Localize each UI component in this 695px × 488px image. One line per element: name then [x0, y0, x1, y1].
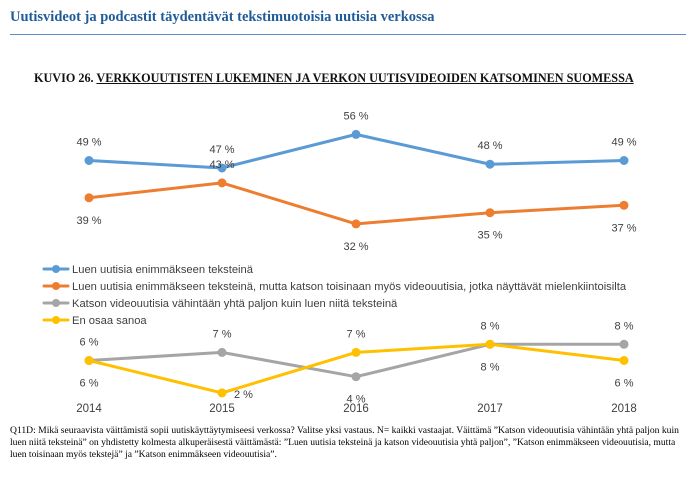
legend-label-1: Luen uutisia enimmäkseen teksteinä	[72, 264, 254, 276]
data-point-s2-2018	[619, 200, 629, 210]
data-label-s3-2015: 7 %	[213, 328, 232, 340]
figure-label: KUVIO 26.	[34, 71, 94, 85]
header-divider	[10, 34, 686, 35]
data-label-s2-2015: 43 %	[209, 159, 234, 171]
data-label-s2-2014: 39 %	[76, 215, 101, 227]
section-header: Uutisvideot ja podcastit täydentävät tek…	[10, 9, 435, 25]
line-chart: 49 % 47 % 56 % 48 % 49 % 39 % 43 % 32 % 35 % 37 %…	[42, 110, 637, 415]
legend-dot-3	[52, 299, 60, 307]
series-line-1	[87, 132, 626, 170]
data-label-s4-2015: 2 %	[234, 389, 253, 401]
data-label-s2-2017: 35 %	[477, 230, 502, 242]
data-point-s3-2018	[619, 339, 629, 349]
data-point-s3-2015	[217, 347, 227, 357]
data-label-s4-2018: 6 %	[615, 378, 634, 390]
data-label-s2-2016: 32 %	[343, 241, 368, 253]
x-tick-label-2018: 2018	[611, 403, 637, 415]
data-label-s3-2017: 8 %	[481, 320, 500, 332]
data-point-s4-2017	[485, 339, 495, 349]
x-tick-label-2014: 2014	[76, 403, 102, 415]
legend-label-4: En osaa sanoa	[72, 315, 147, 327]
data-label-s2-2018: 37 %	[611, 222, 636, 234]
data-point-s3-2016	[351, 372, 361, 382]
data-point-s4-2014	[84, 356, 94, 365]
data-label-s4-2014: 6 %	[80, 378, 99, 390]
data-label-s4-2017: 8 %	[481, 361, 500, 373]
data-point-s2-2014	[84, 193, 94, 203]
data-point-s1-2018	[619, 156, 629, 165]
data-point-s1-2014	[84, 156, 94, 165]
data-label-s3-2014: 6 %	[80, 337, 99, 349]
data-label-s3-2016: 4 %	[347, 394, 366, 406]
data-label-s3-2018: 8 %	[615, 320, 634, 332]
figure-title-text: VERKKOUUTISTEN LUKEMINEN JA VERKON UUTIS…	[96, 71, 634, 85]
data-point-s4-2016	[351, 347, 361, 357]
data-label-s1-2018: 49 %	[611, 137, 636, 149]
data-point-s2-2015	[217, 178, 227, 188]
x-tick-label-2016: 2016	[343, 403, 369, 415]
data-point-s1-2015	[217, 163, 227, 173]
data-label-s1-2017: 48 %	[477, 140, 502, 152]
data-label-s1-2016: 56 %	[343, 110, 368, 122]
footnote: Q11D: Mikä seuraavista väittämistä sopii…	[10, 425, 679, 460]
legend-dot-2	[52, 282, 60, 290]
legend-label-3: Katson videouutisia vähintään yhtä paljo…	[72, 298, 398, 310]
data-point-s4-2015	[217, 388, 227, 398]
data-point-s1-2017	[485, 159, 495, 169]
data-point-s4-2018	[619, 356, 629, 365]
legend-dot-1	[52, 265, 60, 273]
x-tick-label-2015: 2015	[209, 403, 235, 415]
data-point-s2-2017	[485, 208, 495, 218]
data-label-s4-2016: 7 %	[347, 328, 366, 340]
legend-label-2: Luen uutisia enimmäkseen teksteinä, mutt…	[72, 281, 627, 293]
figure-title: KUVIO 26. VERKKOUUTISTEN LUKEMINEN JA VE…	[34, 71, 634, 86]
data-point-s2-2016	[351, 219, 361, 229]
x-tick-label-2017: 2017	[477, 403, 503, 415]
legend-dot-4	[52, 316, 60, 324]
data-label-s1-2015: 47 %	[209, 144, 234, 156]
data-label-s1-2014: 49 %	[76, 137, 101, 149]
data-point-s1-2016	[351, 129, 361, 139]
series-line-2	[87, 181, 626, 226]
